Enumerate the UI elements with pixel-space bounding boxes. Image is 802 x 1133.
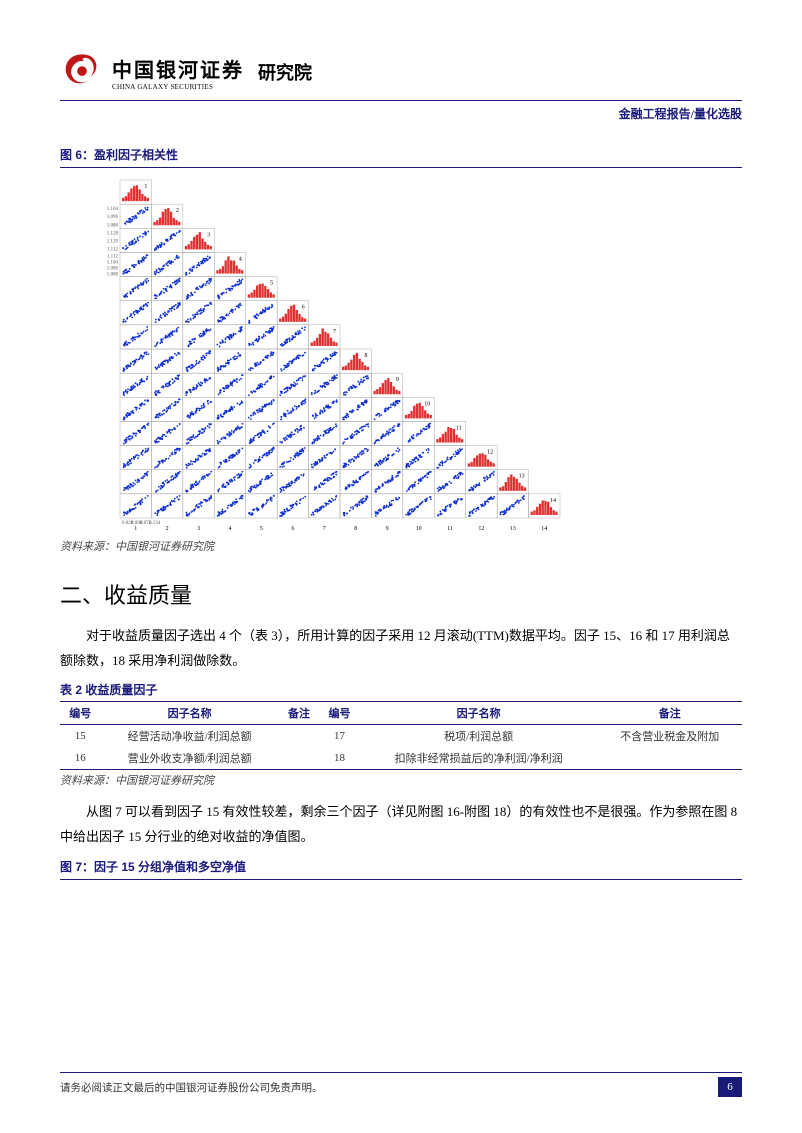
table-cell: 税项/利润总额 <box>360 725 598 748</box>
svg-text:1.112: 1.112 <box>107 247 119 252</box>
report-header: 中国银河证券 CHINA GALAXY SECURITIES 研究院 <box>60 50 742 94</box>
svg-text:1: 1 <box>144 184 147 190</box>
svg-text:10: 10 <box>416 526 422 532</box>
logo-cn-name: 中国银河证券 <box>112 54 244 83</box>
svg-text:5: 5 <box>270 281 273 287</box>
figure-7-title: 图 7：因子 15 分组净值和多空净值 <box>60 858 742 875</box>
doc-category: 金融工程报告/量化选股 <box>60 105 742 122</box>
figure-6-title: 图 6：盈利因子相关性 <box>60 146 742 163</box>
svg-text:1.112: 1.112 <box>107 254 119 259</box>
svg-text:12: 12 <box>478 526 484 532</box>
svg-text:14: 14 <box>550 498 556 504</box>
svg-text:13: 13 <box>519 474 525 480</box>
logo-department: 研究院 <box>258 59 312 85</box>
svg-text:1.088: 1.088 <box>107 223 119 228</box>
logo-text-block: 中国银河证券 CHINA GALAXY SECURITIES <box>112 54 244 91</box>
svg-text:1.096: 1.096 <box>107 267 119 272</box>
table-cell: 15 <box>60 725 101 748</box>
table-cell: 经营活动净收益/利润总额 <box>101 725 279 748</box>
svg-text:7: 7 <box>323 526 326 532</box>
svg-text:12: 12 <box>487 450 493 456</box>
table-cell <box>598 747 743 770</box>
table-col-header: 备注 <box>598 702 743 725</box>
table-col-header: 因子名称 <box>101 702 279 725</box>
figure-7-rule <box>60 879 742 880</box>
table-2-source: 资料来源：中国银河证券研究院 <box>60 772 742 788</box>
svg-text:4: 4 <box>229 526 232 532</box>
svg-text:2: 2 <box>176 208 179 214</box>
footer-disclaimer: 请务必阅读正文最后的中国银河证券股份公司免责声明。 <box>60 1080 323 1095</box>
svg-text:8: 8 <box>354 526 357 532</box>
svg-text:3: 3 <box>197 526 200 532</box>
figure-6-rule <box>60 167 742 168</box>
svg-text:3: 3 <box>207 232 210 238</box>
table-cell <box>279 725 320 748</box>
section-2-para-1: 对于收益质量因子选出 4 个（表 3），所用计算的因子采用 12 月滚动(TTM… <box>60 624 742 673</box>
svg-text:2: 2 <box>166 526 169 532</box>
table-cell: 16 <box>60 747 101 770</box>
svg-text:11: 11 <box>456 425 462 431</box>
table-col-header: 备注 <box>279 702 320 725</box>
svg-text:13: 13 <box>510 526 516 532</box>
table-cell: 17 <box>319 725 360 748</box>
table-2: 编号因子名称备注编号因子名称备注 15经营活动净收益/利润总额17税项/利润总额… <box>60 701 742 770</box>
page-footer: 请务必阅读正文最后的中国银河证券股份公司免责声明。 6 <box>60 1072 742 1097</box>
table-cell: 营业外收支净额/利润总额 <box>101 747 279 770</box>
svg-text:9: 9 <box>386 526 389 532</box>
logo-en-name: CHINA GALAXY SECURITIES <box>112 83 244 91</box>
section-2-para-2: 从图 7 可以看到因子 15 有效性较差，剩余三个因子（详见附图 16-附图 1… <box>60 800 742 849</box>
svg-text:0.134: 0.134 <box>149 521 161 526</box>
table-col-header: 编号 <box>60 702 101 725</box>
svg-text:1.104: 1.104 <box>107 260 119 265</box>
table-row: 15经营活动净收益/利润总额 17税项/利润总额不含营业税金及附加 <box>60 725 742 748</box>
table-row: 16营业外收支净额/利润总额 18扣除非经常损益后的净利润/净利润 <box>60 747 742 770</box>
galaxy-logo-icon <box>60 50 104 94</box>
header-rule <box>60 100 742 101</box>
table-col-header: 因子名称 <box>360 702 598 725</box>
svg-text:1.120: 1.120 <box>107 239 119 244</box>
figure-6-chart: 123456789101112131412345678910111213141.… <box>84 176 742 536</box>
svg-text:1.128: 1.128 <box>107 231 119 236</box>
svg-text:6: 6 <box>291 526 294 532</box>
section-2-heading: 二、收益质量 <box>60 578 742 610</box>
table-cell: 18 <box>319 747 360 770</box>
svg-text:9: 9 <box>396 377 399 383</box>
svg-text:14: 14 <box>541 526 547 532</box>
svg-text:1.104: 1.104 <box>107 207 119 212</box>
svg-text:5: 5 <box>260 526 263 532</box>
table-2-header-row: 编号因子名称备注编号因子名称备注 <box>60 702 742 725</box>
svg-text:7: 7 <box>333 329 336 335</box>
scatter-matrix-svg: 123456789101112131412345678910111213141.… <box>84 176 564 536</box>
page-number: 6 <box>718 1077 742 1097</box>
svg-text:11: 11 <box>447 526 453 532</box>
svg-text:4: 4 <box>239 256 242 262</box>
svg-text:6: 6 <box>302 305 305 311</box>
svg-text:1.088: 1.088 <box>107 273 119 278</box>
figure-6-source: 资料来源：中国银河证券研究院 <box>60 538 742 554</box>
svg-text:10: 10 <box>424 401 430 407</box>
table-cell <box>279 747 320 770</box>
svg-text:1.096: 1.096 <box>107 215 119 220</box>
table-cell: 不含营业税金及附加 <box>598 725 743 748</box>
svg-text:8: 8 <box>364 353 367 359</box>
table-2-title: 表 2 收益质量因子 <box>60 681 742 698</box>
table-col-header: 编号 <box>319 702 360 725</box>
table-cell: 扣除非经常损益后的净利润/净利润 <box>360 747 598 770</box>
svg-text:1: 1 <box>134 526 137 532</box>
